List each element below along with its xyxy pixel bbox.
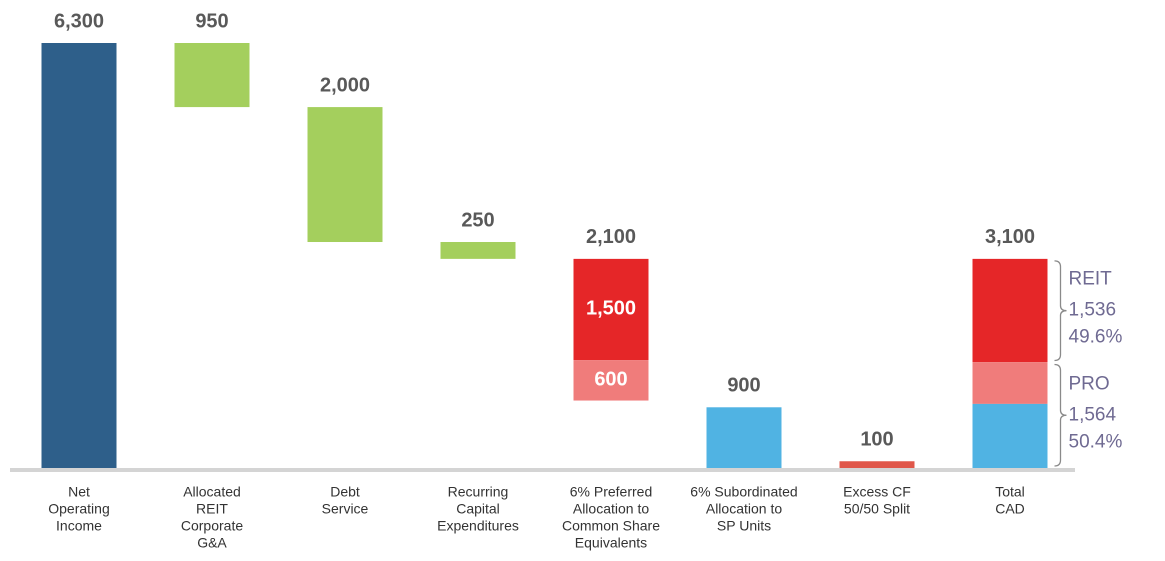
annotation-label: PRO: [1069, 373, 1110, 394]
value-label: 2,100: [586, 226, 636, 248]
x-tick-label: Total: [995, 484, 1025, 500]
annotation-label: REIT: [1069, 269, 1113, 290]
x-tick-label: Operating: [48, 501, 109, 517]
x-tick-label: Corporate: [181, 518, 243, 534]
x-tick-label: 6% Preferred: [570, 484, 652, 500]
segment-label: 1,500: [586, 298, 636, 320]
bracket: [1054, 363, 1067, 467]
value-label: 250: [461, 209, 494, 231]
x-tick-label: G&A: [197, 535, 227, 551]
bar: [706, 407, 782, 468]
x-tick-label: SP Units: [717, 518, 771, 534]
x-tick-label: Service: [322, 501, 369, 517]
bar: [307, 107, 383, 243]
x-tick-label: 6% Subordinated: [690, 484, 797, 500]
bar-segment: [972, 362, 1048, 404]
bar-segment: [972, 403, 1048, 468]
segment-label: 600: [594, 369, 627, 391]
x-tick-label: CAD: [995, 501, 1025, 517]
bar: [839, 461, 915, 468]
bar: [440, 242, 516, 259]
bar-segment: [573, 360, 649, 401]
x-tick-label: Recurring: [448, 484, 509, 500]
bar-segment: [573, 258, 649, 361]
x-tick-label: Expenditures: [437, 518, 519, 534]
bar-segment: [972, 258, 1048, 363]
baseline: [10, 468, 1075, 472]
x-tick-label: Debt: [330, 484, 360, 500]
annotation-share: 50.4%: [1069, 431, 1123, 452]
annotation-value: 1,536: [1069, 300, 1117, 321]
value-label: 100: [860, 429, 893, 451]
bar: [41, 43, 117, 468]
x-tick-label: REIT: [196, 501, 228, 517]
x-tick-label: Income: [56, 518, 102, 534]
x-tick-label: Equivalents: [575, 535, 647, 551]
annotation-value: 1,564: [1069, 404, 1117, 425]
value-label: 2,000: [320, 74, 370, 96]
value-label: 950: [195, 10, 228, 32]
x-tick-label: Allocation to: [706, 501, 782, 517]
x-tick-label: Common Share: [562, 518, 660, 534]
value-label: 6,300: [54, 10, 104, 32]
x-tick-label: 50/50 Split: [844, 501, 910, 517]
value-label: 3,100: [985, 226, 1035, 248]
x-tick-label: Net: [68, 484, 90, 500]
x-tick-label: Excess CF: [843, 484, 911, 500]
x-tick-label: Capital: [456, 501, 500, 517]
value-label: 900: [727, 375, 760, 397]
x-tick-label: Allocated: [183, 484, 241, 500]
bracket: [1054, 260, 1067, 362]
annotation-share: 49.6%: [1069, 327, 1123, 348]
bar: [174, 43, 250, 108]
x-tick-label: Allocation to: [573, 501, 649, 517]
